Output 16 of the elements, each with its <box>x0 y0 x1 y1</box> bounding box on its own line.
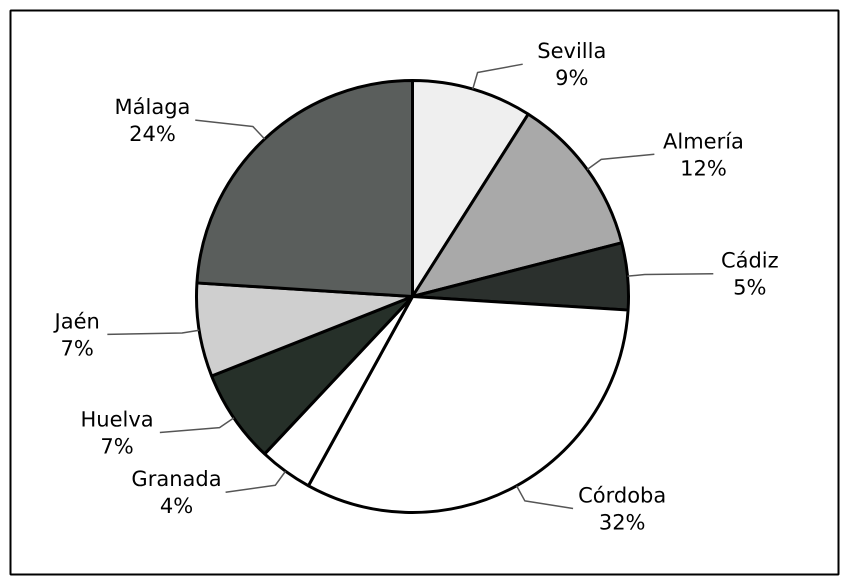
data-label: 7% <box>60 336 94 360</box>
slice-label: Almería <box>663 129 744 154</box>
data-label: 24% <box>129 122 176 146</box>
slice-label: Granada <box>131 467 222 492</box>
slice-label: Sevilla <box>537 39 606 64</box>
data-label: 7% <box>100 434 134 458</box>
data-label: 32% <box>598 510 646 534</box>
slice-label: Jaén <box>52 309 100 334</box>
data-label: 4% <box>160 494 194 518</box>
data-label: 9% <box>555 66 588 90</box>
slice-label: Huelva <box>80 407 154 432</box>
data-label: 5% <box>733 276 766 300</box>
slice-label: Cádiz <box>720 248 779 273</box>
data-label: 12% <box>680 156 727 180</box>
slice-label: Málaga <box>114 95 190 120</box>
slice-label: Córdoba <box>578 483 666 508</box>
